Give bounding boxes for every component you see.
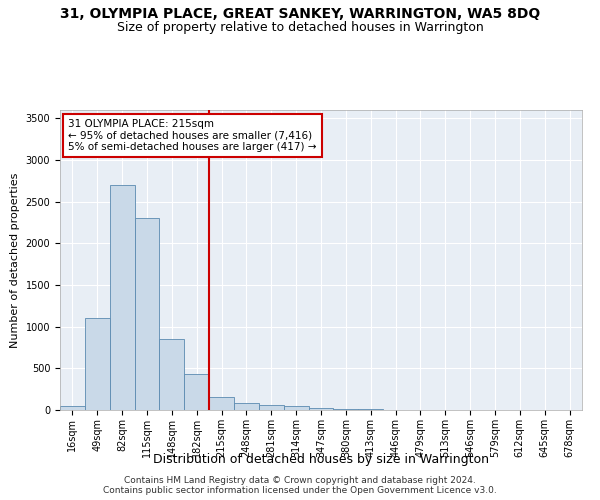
Bar — [209, 397, 234, 410]
Text: 31, OLYMPIA PLACE, GREAT SANKEY, WARRINGTON, WA5 8DQ: 31, OLYMPIA PLACE, GREAT SANKEY, WARRING… — [60, 8, 540, 22]
Bar — [85, 318, 110, 410]
Bar — [160, 339, 184, 410]
Bar — [284, 406, 308, 410]
Text: Contains HM Land Registry data © Crown copyright and database right 2024.
Contai: Contains HM Land Registry data © Crown c… — [103, 476, 497, 495]
Bar — [234, 402, 259, 410]
Text: 31 OLYMPIA PLACE: 215sqm
← 95% of detached houses are smaller (7,416)
5% of semi: 31 OLYMPIA PLACE: 215sqm ← 95% of detach… — [68, 119, 316, 152]
Bar — [184, 374, 209, 410]
Bar — [60, 406, 85, 410]
Bar — [334, 409, 358, 410]
Text: Distribution of detached houses by size in Warrington: Distribution of detached houses by size … — [153, 452, 489, 466]
Bar — [308, 408, 334, 410]
Bar — [110, 185, 134, 410]
Bar — [259, 405, 284, 410]
Y-axis label: Number of detached properties: Number of detached properties — [10, 172, 20, 348]
Bar — [134, 218, 160, 410]
Text: Size of property relative to detached houses in Warrington: Size of property relative to detached ho… — [116, 21, 484, 34]
